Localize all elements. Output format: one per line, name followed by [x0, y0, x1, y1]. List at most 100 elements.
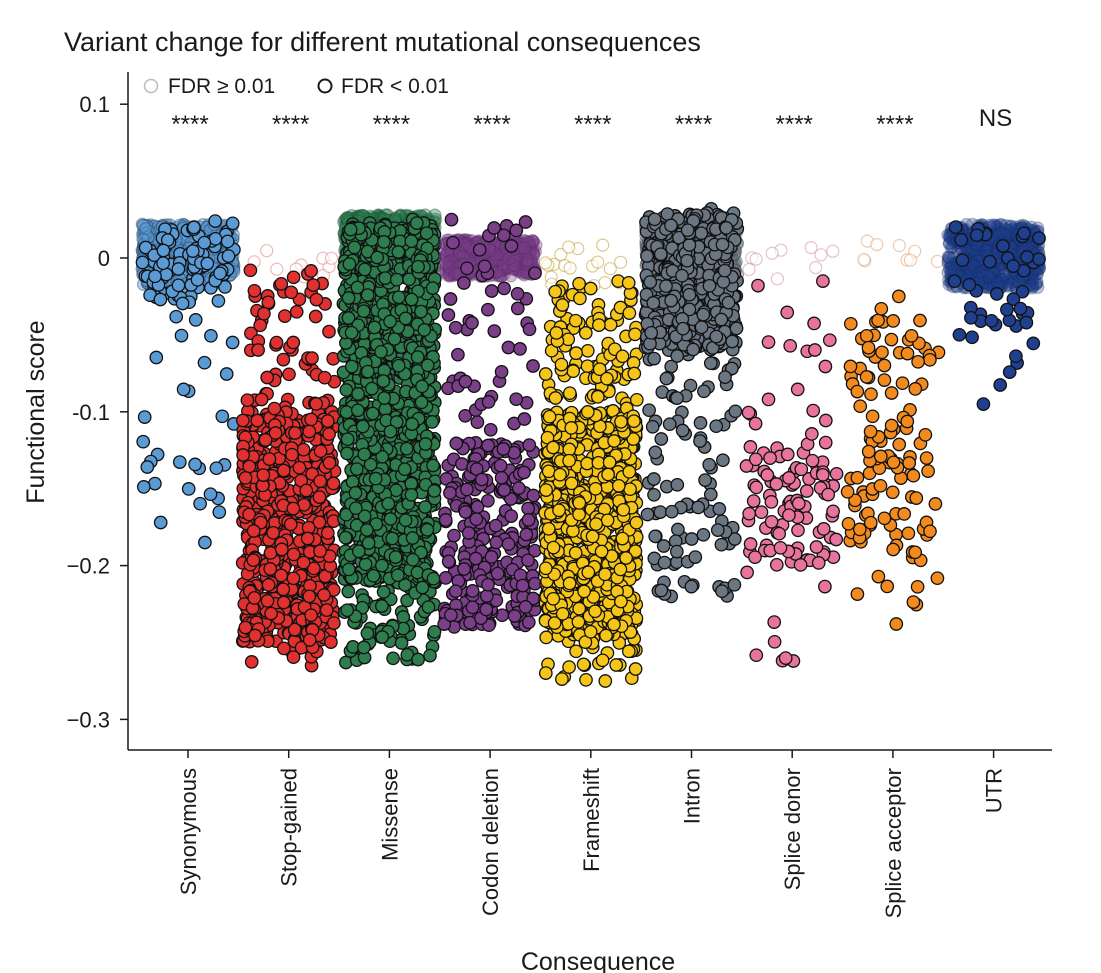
point-sig: [517, 412, 532, 426]
point-sig: [389, 272, 404, 287]
point-sig: [238, 471, 253, 485]
point-sig: [277, 309, 292, 323]
point-sig: [263, 562, 278, 576]
point-sig: [340, 432, 355, 447]
point-ns: [324, 251, 339, 265]
point-sig: [209, 461, 224, 476]
point-sig: [507, 609, 522, 623]
point-sig: [518, 600, 533, 614]
point-sig: [190, 272, 205, 287]
point-sig: [253, 318, 268, 333]
point-sig: [405, 531, 420, 545]
point-sig: [438, 571, 453, 585]
point-sig: [320, 526, 335, 540]
point-sig: [388, 550, 403, 564]
point-sig: [264, 606, 278, 621]
point-sig: [282, 367, 296, 382]
point-sig: [501, 537, 516, 551]
point-sig: [391, 245, 406, 259]
point-sig: [263, 546, 278, 560]
point-sig: [383, 512, 398, 526]
point-sig: [477, 259, 492, 274]
point-sig: [313, 474, 328, 489]
point-ns: [144, 218, 158, 232]
point-sig: [360, 626, 375, 641]
point-sig: [176, 382, 191, 397]
point-sig: [339, 655, 353, 670]
point-sig: [286, 501, 301, 516]
point-sig: [394, 636, 409, 650]
point-sig: [317, 370, 332, 385]
point-sig: [305, 351, 319, 365]
point-sig: [443, 292, 458, 306]
point-sig: [357, 447, 372, 462]
point-sig: [360, 523, 374, 537]
point-sig: [397, 462, 412, 477]
point-sig: [215, 409, 230, 424]
category-points-synonymous: [135, 214, 241, 550]
point-sig: [276, 463, 291, 478]
point-sig: [213, 266, 227, 281]
point-sig: [246, 553, 261, 568]
point-sig: [448, 584, 463, 599]
point-sig: [510, 286, 525, 301]
point-sig: [175, 296, 190, 311]
point-sig: [193, 496, 207, 511]
point-sig: [411, 652, 425, 667]
point-sig: [351, 387, 365, 401]
point-ns: [144, 222, 158, 236]
chart-title: Variant change for different mutational …: [64, 27, 701, 57]
point-sig: [236, 448, 250, 462]
point-sig: [410, 350, 425, 364]
point-sig: [345, 474, 360, 489]
point-sig: [300, 531, 315, 546]
point-ns: [562, 240, 576, 254]
point-ns: [146, 219, 160, 233]
point-ns: [143, 227, 157, 242]
point-sig: [404, 234, 419, 249]
point-sig: [417, 323, 432, 337]
point-ns: [538, 256, 553, 270]
point-sig: [377, 235, 391, 249]
point-sig: [256, 468, 271, 482]
point-sig: [455, 457, 469, 471]
point-sig: [487, 324, 502, 338]
point-sig: [481, 577, 495, 592]
point-sig: [483, 422, 498, 437]
point-sig: [322, 456, 337, 470]
point-ns: [137, 228, 151, 242]
point-sig: [383, 424, 398, 439]
point-ns: [142, 219, 156, 233]
point-sig: [309, 397, 324, 411]
point-sig: [489, 535, 504, 550]
point-sig: [391, 290, 406, 305]
point-sig: [283, 517, 298, 532]
point-sig: [309, 292, 324, 307]
point-sig: [313, 544, 327, 558]
point-sig: [449, 436, 464, 451]
point-sig: [411, 259, 425, 274]
point-sig: [370, 250, 385, 265]
point-sig: [153, 515, 168, 530]
point-ns: [136, 218, 150, 233]
point-sig: [474, 472, 489, 487]
point-sig: [339, 383, 354, 397]
point-sig: [225, 335, 240, 350]
point-sig: [244, 655, 259, 669]
point-sig: [313, 444, 328, 459]
point-sig: [286, 650, 301, 665]
point-sig: [488, 518, 503, 533]
point-ns: [137, 218, 151, 232]
point-sig: [341, 291, 356, 305]
point-sig: [169, 309, 184, 324]
point-sig: [458, 505, 473, 519]
point-sig: [322, 324, 336, 339]
point-sig: [274, 568, 289, 583]
point-sig: [497, 483, 512, 497]
point-sig: [340, 603, 355, 618]
point-sig: [304, 264, 318, 278]
point-sig: [415, 580, 430, 595]
point-sig: [385, 531, 400, 546]
point-sig: [268, 426, 283, 440]
point-sig: [405, 417, 419, 431]
